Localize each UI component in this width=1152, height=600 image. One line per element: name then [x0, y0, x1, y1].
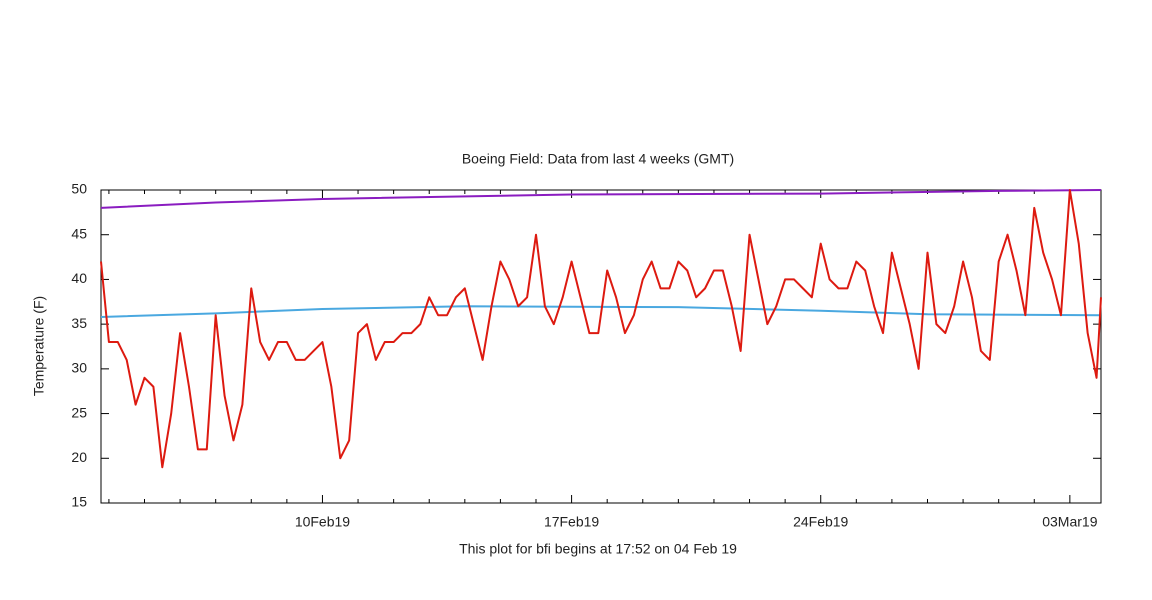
y-axis-label: Temperature (F) [31, 296, 47, 396]
x-tick-label: 17Feb19 [544, 514, 599, 530]
x-tick-label: 10Feb19 [295, 514, 350, 530]
y-tick-label: 20 [71, 449, 87, 465]
y-tick-label: 25 [71, 404, 87, 420]
y-tick-label: 15 [71, 494, 87, 510]
y-tick-label: 30 [71, 360, 87, 376]
x-axis-label: This plot for bfi begins at 17:52 on 04 … [459, 541, 737, 557]
y-tick-label: 40 [71, 270, 87, 286]
series-line [100, 189, 1102, 209]
series-line [100, 189, 1102, 469]
y-tick-label: 45 [71, 225, 87, 241]
plot-frame [100, 189, 1102, 504]
x-tick-label: 24Feb19 [793, 514, 848, 530]
y-tick-label: 35 [71, 315, 87, 331]
series-line [100, 305, 1102, 318]
x-tick-label: 03Mar19 [1042, 514, 1097, 530]
chart-title: Boeing Field: Data from last 4 weeks (GM… [462, 151, 734, 167]
y-tick-label: 50 [71, 181, 87, 197]
